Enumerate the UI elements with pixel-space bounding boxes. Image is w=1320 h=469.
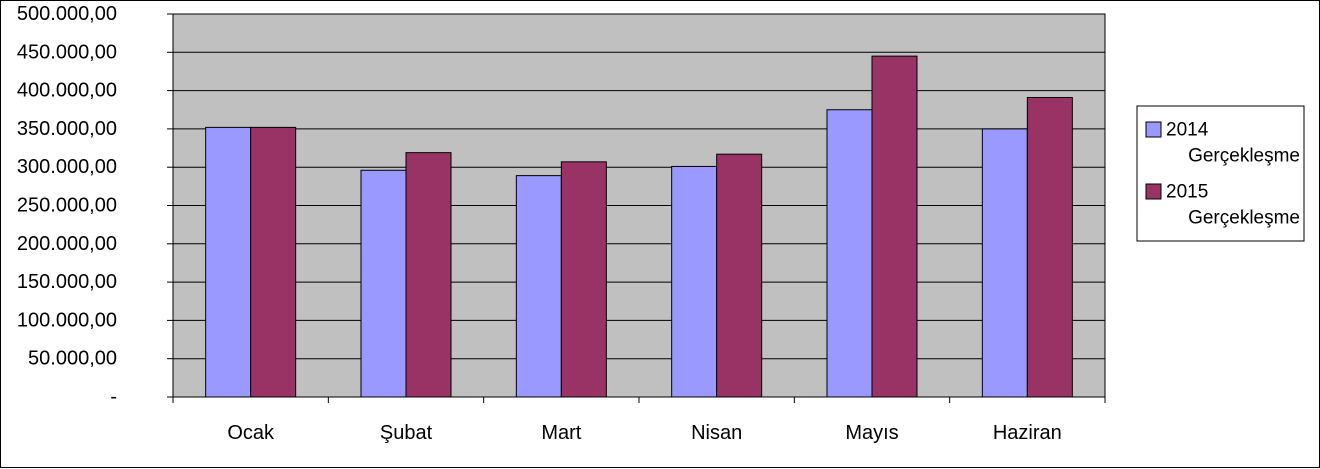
legend-item-series-1: 2014 Gerçekleşme bbox=[1145, 120, 1300, 167]
bar-mayıs-series-1 bbox=[826, 109, 873, 398]
x-tick-labels: Ocak Şubat Mart Nisan Mayıs Haziran bbox=[227, 422, 1061, 444]
bar-haziran-series-2 bbox=[1026, 96, 1073, 398]
bar-şubat-series-1 bbox=[360, 169, 407, 398]
y-tick-label: 50.000,00 bbox=[28, 348, 117, 370]
y-tick-label: 500.000,00 bbox=[17, 3, 117, 25]
bar-şubat-series-2 bbox=[405, 152, 452, 398]
x-tick-label: Şubat bbox=[380, 422, 433, 444]
y-tick-label: - bbox=[110, 386, 117, 408]
y-tick-label: 200.000,00 bbox=[17, 233, 117, 255]
bar-ocak-series-2 bbox=[250, 126, 297, 398]
y-tick-label: 150.000,00 bbox=[17, 271, 117, 293]
y-tick-labels: - 50.000,00 100.000,00 150.000,00 200.000,00… bbox=[17, 3, 117, 408]
bar-mart-series-2 bbox=[560, 161, 607, 398]
gridlines bbox=[173, 13, 1105, 360]
y-tick-label: 400.000,00 bbox=[17, 80, 117, 102]
bar-mart-series-1 bbox=[515, 175, 562, 398]
y-tick-label: 250.000,00 bbox=[17, 195, 117, 217]
bar-ocak-series-1 bbox=[205, 126, 252, 398]
y-tick-label: 300.000,00 bbox=[17, 156, 117, 178]
legend-label: 2015 bbox=[1166, 182, 1208, 203]
series-2-bars bbox=[250, 55, 1073, 398]
bar-mayıs-series-2 bbox=[871, 55, 918, 398]
x-tick-label: Haziran bbox=[993, 422, 1062, 444]
x-tick-label: Ocak bbox=[227, 422, 275, 444]
legend-swatch bbox=[1145, 121, 1162, 138]
legend-label: 2014 bbox=[1166, 120, 1209, 141]
x-tick-label: Nisan bbox=[691, 422, 742, 444]
x-tick-label: Mayıs bbox=[845, 422, 898, 444]
legend-label: Gerçekleşme bbox=[1188, 208, 1300, 229]
legend-item-series-2: 2015 Gerçekleşme bbox=[1145, 182, 1300, 229]
legend-label: Gerçekleşme bbox=[1188, 146, 1300, 167]
y-tick-label: 450.000,00 bbox=[17, 41, 117, 63]
y-tick-label: 350.000,00 bbox=[17, 118, 117, 140]
legend-box bbox=[1136, 105, 1305, 242]
legend: 2014 Gerçekleşme 2015 Gerçekleşme bbox=[1136, 105, 1305, 242]
legend-swatch bbox=[1145, 183, 1162, 200]
bar-nisan-series-2 bbox=[716, 153, 763, 398]
axes bbox=[167, 13, 1106, 403]
bar-nisan-series-1 bbox=[671, 165, 718, 398]
x-tick-label: Mart bbox=[541, 422, 581, 444]
bar-haziran-series-1 bbox=[981, 128, 1028, 398]
y-tick-label: 100.000,00 bbox=[17, 309, 117, 331]
